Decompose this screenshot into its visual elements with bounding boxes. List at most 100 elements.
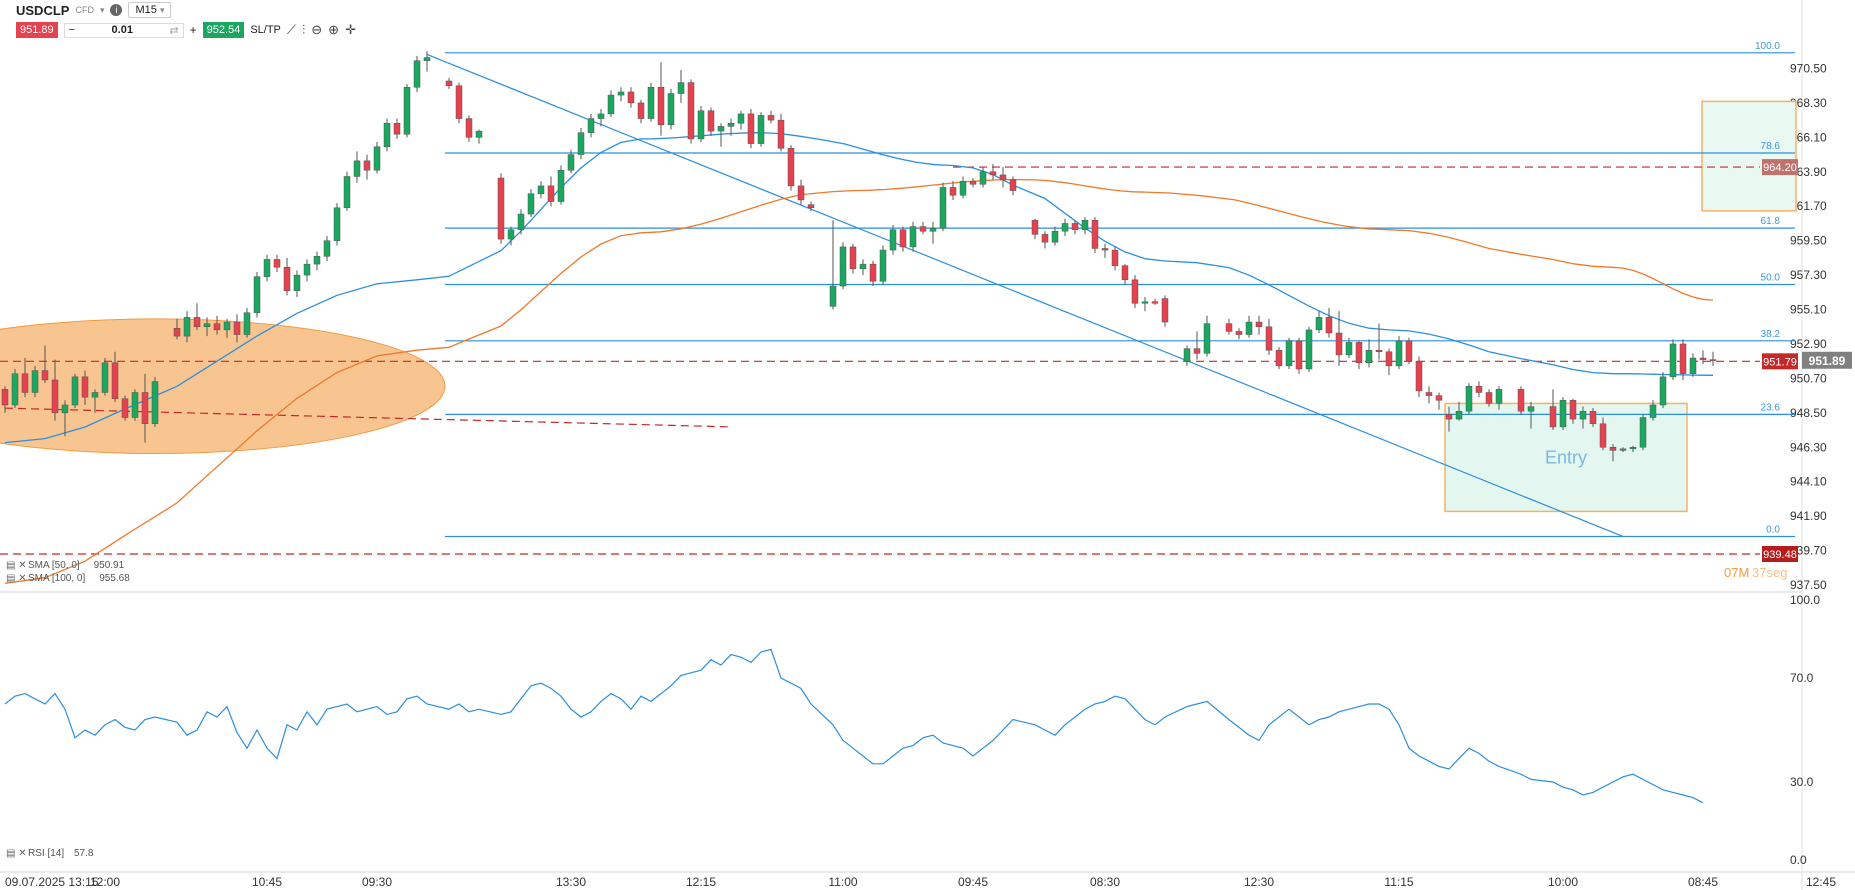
candle-body: [657, 87, 665, 126]
candle-body: [363, 160, 371, 171]
fib-level-label: 38.2: [1761, 329, 1781, 340]
candle-body: [999, 174, 1007, 180]
rsi-legend-value: 57.8: [74, 848, 94, 859]
instrument-type: CFD: [75, 5, 94, 15]
zone-box: [1701, 100, 1797, 212]
candle-body: [807, 204, 815, 209]
time-tick-label: 13:30: [556, 875, 586, 889]
candle-body: [223, 321, 231, 331]
symbol-name[interactable]: USDCLP: [16, 2, 70, 18]
candle-body: [577, 132, 585, 155]
candle-body: [475, 130, 483, 138]
candle-body: [1415, 360, 1423, 392]
candle-body: [1365, 349, 1373, 363]
quantity-swap-icon[interactable]: ⇄: [169, 24, 179, 37]
line-chart-icon[interactable]: ⟋: [286, 22, 297, 37]
price-tick-label: 939.70: [1790, 544, 1827, 558]
candle-body: [1435, 395, 1443, 401]
candle-body: [333, 207, 341, 241]
candle-body: [243, 312, 251, 335]
zone-box: [1444, 402, 1688, 513]
candle-body: [1265, 326, 1273, 351]
candle-body: [1495, 389, 1503, 404]
candle-body: [41, 370, 49, 381]
candle-body: [1141, 301, 1149, 304]
candle-body: [91, 392, 99, 398]
zoom-in-icon[interactable]: ⊕: [328, 22, 340, 37]
price-label-text: 939.48: [1763, 549, 1797, 561]
candle-body: [1071, 223, 1079, 230]
indicator-legend-icon: ▤ ✕: [6, 573, 27, 584]
quantity-plus-button[interactable]: +: [189, 23, 197, 37]
candle-body: [627, 91, 635, 104]
rsi-tick-label: 100.0: [1790, 593, 1820, 607]
current-price-text: 951.89: [1809, 354, 1846, 368]
candle-body: [31, 370, 39, 393]
candle-body: [1465, 385, 1473, 412]
candle-body: [1475, 385, 1483, 393]
candle-body: [747, 113, 755, 144]
crosshair-icon[interactable]: ✛: [345, 22, 356, 37]
time-tick-label: 10:45: [252, 875, 282, 889]
candle-body: [587, 118, 595, 133]
candle-body: [1385, 351, 1393, 367]
candle-body: [909, 226, 917, 248]
countdown-seconds: 37seg: [1752, 565, 1787, 580]
fib-level-label: 78.6: [1761, 141, 1781, 152]
sltp-button[interactable]: SL/TP: [250, 24, 281, 36]
candle-body: [547, 185, 555, 202]
time-tick-label: 12:30: [1244, 875, 1274, 889]
candle-body: [173, 328, 181, 337]
price-tick-label: 963.90: [1790, 165, 1827, 179]
timeframe-select[interactable]: M15 ▾: [128, 2, 172, 18]
chart-toolbar: USDCLP CFD ▾ i M15 ▾ 951.89 − 0.01 ⇄ + 9…: [0, 0, 600, 50]
price-tick-label: 946.30: [1790, 440, 1827, 454]
fib-level-label: 100.0: [1755, 41, 1780, 52]
candle-body: [283, 267, 291, 291]
indicator-legend-value: 955.68: [99, 573, 130, 584]
candle-body: [1599, 423, 1607, 448]
timeframe-dropdown-icon: ▾: [159, 5, 165, 15]
zoom-out-icon[interactable]: ⊖: [311, 22, 323, 37]
candle-body: [1193, 348, 1201, 354]
candle-body: [193, 317, 201, 327]
time-tick-label: 12:15: [686, 875, 716, 889]
candle-body: [677, 82, 685, 94]
rsi-tick-label: 30.0: [1790, 775, 1814, 789]
indicators-icon[interactable]: ⫶: [302, 22, 306, 37]
candle-body: [373, 146, 381, 171]
countdown-minutes: 07M: [1724, 565, 1749, 580]
quantity-input[interactable]: − 0.01 ⇄: [63, 22, 184, 38]
price-tick-label: 937.50: [1790, 578, 1827, 592]
candle-body: [1009, 179, 1017, 191]
candle-body: [11, 373, 19, 406]
candle-body: [343, 176, 351, 209]
zone-label: Entry: [1545, 447, 1587, 467]
candle-body: [203, 323, 211, 327]
buy-button[interactable]: 952.54: [202, 22, 245, 38]
candle-body: [1649, 404, 1657, 418]
candle-body: [717, 126, 725, 132]
candle-body: [527, 193, 535, 215]
price-tick-label: 944.10: [1790, 475, 1827, 489]
candle-body: [1445, 414, 1453, 420]
candle-body: [1375, 349, 1383, 353]
candle-body: [101, 362, 109, 393]
candle-body: [1305, 329, 1313, 370]
indicator-legend-name: SMA [50, 0]: [28, 560, 80, 571]
candle-body: [1689, 357, 1697, 374]
time-tick-label: 11:00: [828, 875, 857, 889]
candle-body: [859, 263, 867, 270]
candle-body: [1639, 417, 1647, 448]
info-icon[interactable]: i: [110, 4, 123, 16]
symbol-dropdown-icon[interactable]: ▾: [99, 4, 105, 15]
quantity-minus-button[interactable]: −: [68, 23, 76, 36]
candle-body: [1285, 340, 1293, 367]
candle-body: [81, 376, 89, 398]
time-tick-label: 09.07.2025 13:15: [5, 875, 99, 889]
candle-body: [141, 392, 149, 425]
candle-body: [707, 110, 715, 132]
sell-button[interactable]: 951.89: [16, 22, 58, 38]
candle-body: [1325, 317, 1333, 334]
